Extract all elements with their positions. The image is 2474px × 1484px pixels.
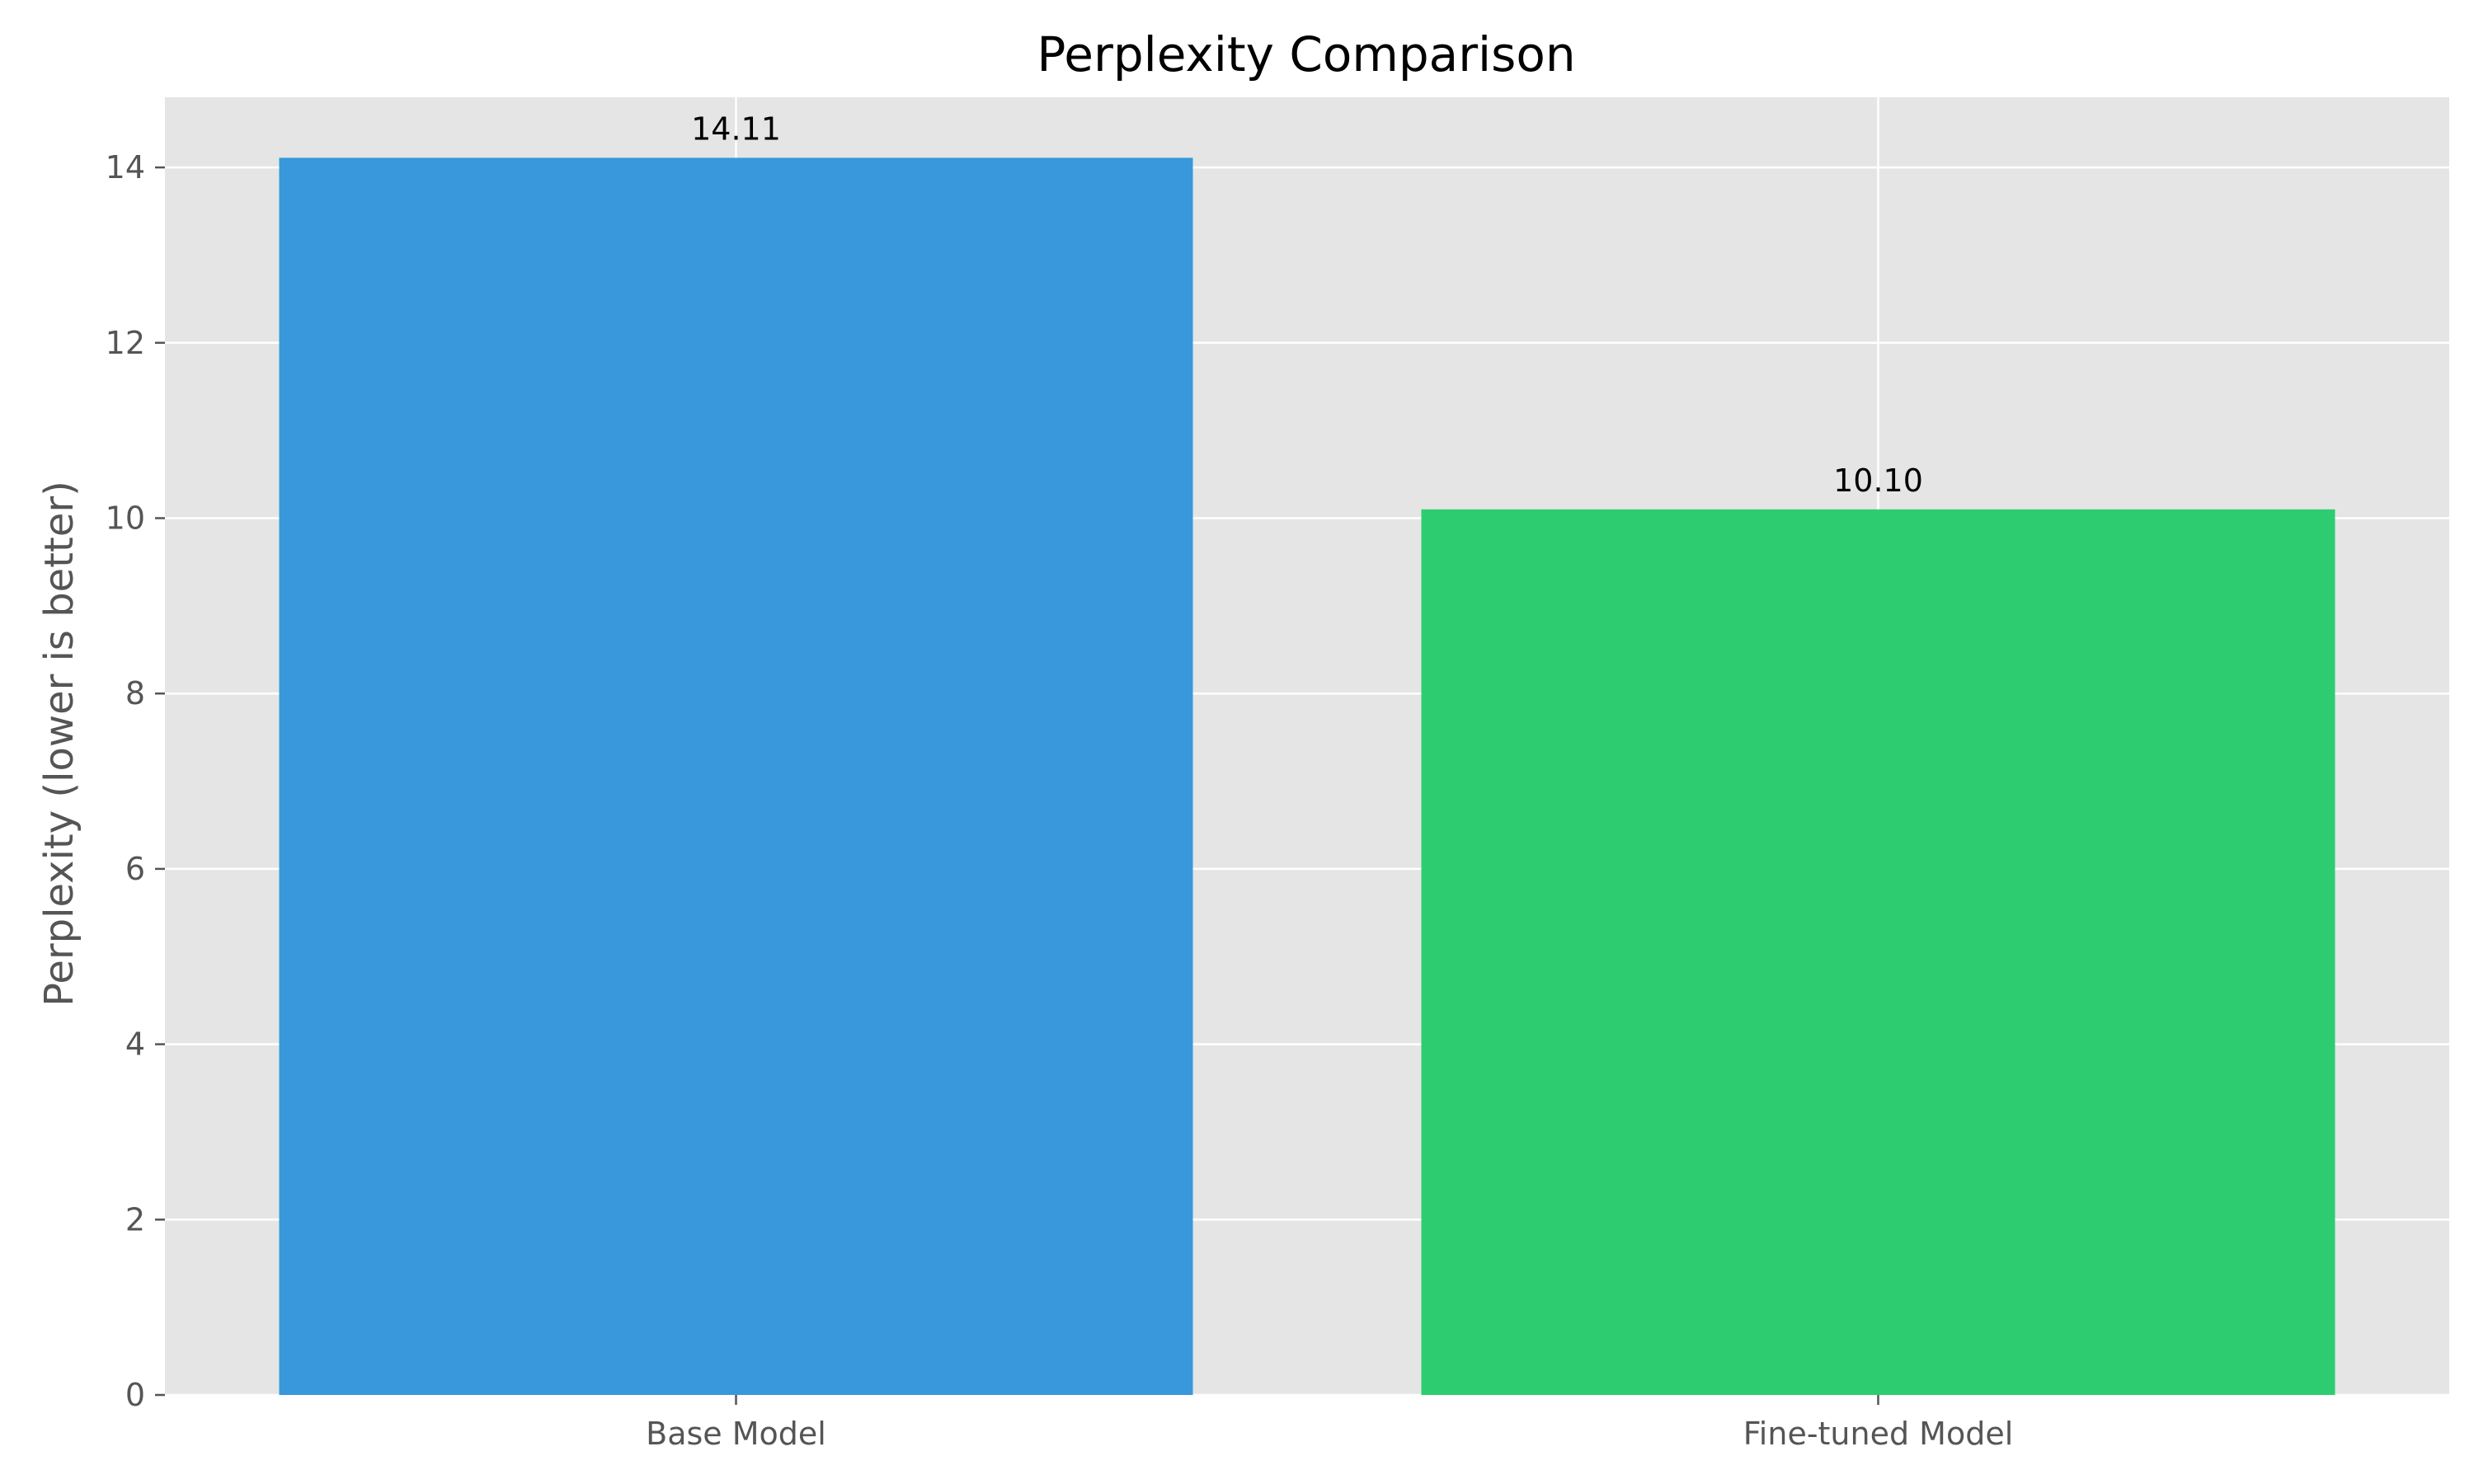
y-tick-label: 0 xyxy=(125,1377,145,1413)
y-tick-label: 6 xyxy=(125,851,145,887)
y-tick-label: 10 xyxy=(106,500,145,536)
bar-value-label: 14.11 xyxy=(691,110,781,147)
bar xyxy=(1421,509,2335,1396)
y-tick-label: 2 xyxy=(125,1201,145,1237)
bar xyxy=(279,157,1193,1395)
y-tick-label: 14 xyxy=(106,149,145,186)
bars xyxy=(279,157,2335,1396)
y-tick-label: 8 xyxy=(125,675,145,711)
y-tick-label: 4 xyxy=(125,1026,145,1063)
value-labels: 14.11 10.10 xyxy=(691,110,1923,498)
x-tick-label: Fine-tuned Model xyxy=(1743,1416,2014,1452)
chart-title: Perplexity Comparison xyxy=(1037,26,1575,82)
bar-value-label: 10.10 xyxy=(1833,463,1923,499)
axis-ticks: 0 2 4 6 8 10 12 14 Base Model Fine-tuned Model xyxy=(106,149,2014,1452)
x-tick-label: Base Model xyxy=(646,1416,826,1452)
y-tick-label: 12 xyxy=(106,325,145,361)
y-axis-label: Perplexity (lower is better) xyxy=(36,481,82,1007)
